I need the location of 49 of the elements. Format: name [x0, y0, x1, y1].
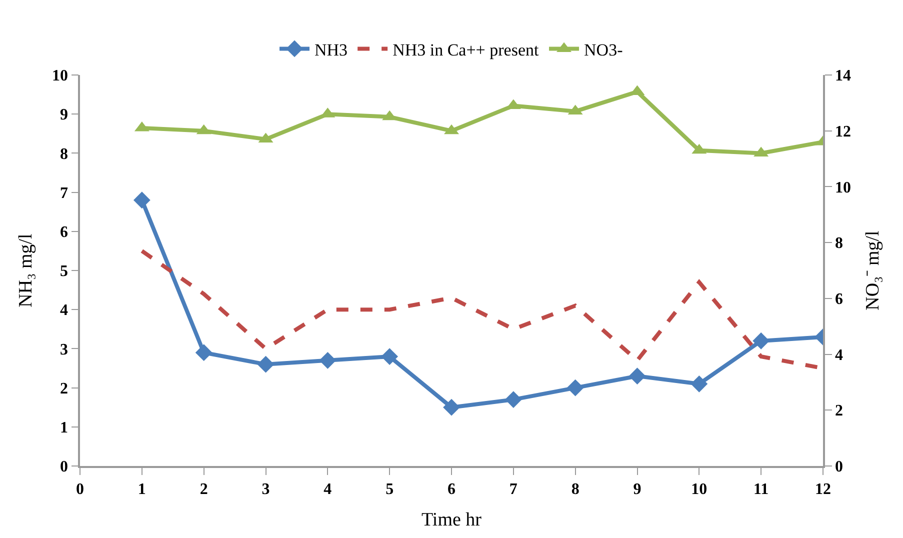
x-tick-label: 7 — [509, 480, 518, 498]
legend-label: NH3 in Ca++ present — [392, 40, 540, 60]
y2-tick-label: 8 — [834, 235, 843, 252]
y-tick-label: 2 — [60, 380, 68, 398]
y-tick-label: 0 — [60, 458, 68, 476]
y-tick-label: 10 — [52, 68, 68, 85]
x-tick-label: 1 — [138, 480, 146, 498]
y2-tick-label: 4 — [834, 346, 843, 364]
y2-tick-label: 6 — [834, 291, 843, 308]
y-tick-label: 3 — [60, 341, 68, 358]
y2-tick-label: 0 — [834, 458, 843, 476]
point — [752, 332, 770, 350]
y-axis-title: NH₃ mg/l — [15, 234, 36, 308]
y-tick-label: 5 — [60, 263, 68, 280]
x-tick-label: 8 — [571, 480, 580, 498]
x-tick-label: 4 — [324, 480, 332, 498]
point — [628, 368, 646, 385]
y-tick-label: 8 — [60, 146, 68, 163]
x-tick-label: 2 — [200, 480, 208, 498]
y2-tick-label: 10 — [834, 179, 851, 196]
x-tick-label: 0 — [76, 480, 84, 498]
point — [133, 192, 150, 209]
point — [381, 348, 398, 365]
legend-label: NO3- — [584, 40, 624, 60]
x-tick-label: 11 — [754, 480, 769, 498]
x-tick-label: 9 — [633, 480, 642, 498]
x-axis-title: Time hr — [421, 509, 482, 530]
x-tick-label: 6 — [448, 480, 456, 498]
y2-tick-label: 14 — [834, 68, 851, 85]
y2-axis-title: NO₃⁻ mg/l — [862, 230, 884, 310]
y-tick-label: 6 — [60, 224, 68, 241]
y-tick-label: 9 — [60, 106, 68, 124]
y2-tick-label: 12 — [834, 123, 851, 140]
point — [504, 391, 522, 408]
y2-tick-label: 2 — [834, 402, 843, 420]
legend-label: NH3 — [314, 40, 348, 60]
point — [319, 352, 336, 369]
point — [257, 356, 274, 373]
point — [690, 375, 708, 392]
y-tick-label: 4 — [60, 302, 68, 320]
x-tick-label: 12 — [815, 480, 831, 498]
x-tick-label: 3 — [262, 480, 270, 498]
point — [443, 398, 460, 416]
x-tick-label: 5 — [386, 480, 394, 498]
point — [566, 379, 584, 396]
point — [195, 344, 212, 362]
x-tick-label: 10 — [691, 480, 708, 498]
y-tick-label: 1 — [60, 420, 68, 436]
y-tick-label: 7 — [60, 184, 68, 202]
